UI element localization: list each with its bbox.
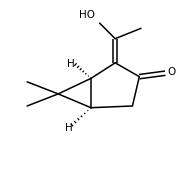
Text: H: H	[67, 59, 75, 69]
Text: HO: HO	[79, 10, 95, 20]
Text: O: O	[167, 67, 175, 77]
Text: H: H	[65, 122, 72, 133]
